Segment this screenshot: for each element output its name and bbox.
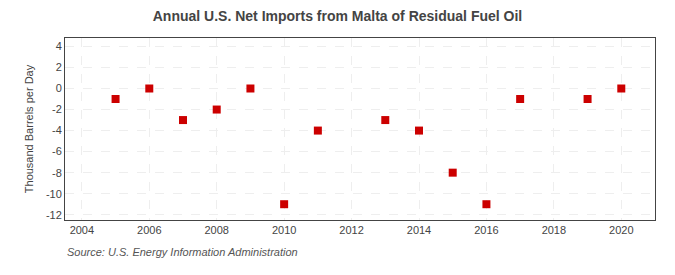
svg-text:2012: 2012	[339, 224, 363, 236]
svg-text:Thousand Barrels per Day: Thousand Barrels per Day	[23, 64, 35, 193]
svg-text:Annual U.S. Net Imports from M: Annual U.S. Net Imports from Malta of Re…	[153, 8, 522, 24]
svg-text:-2: -2	[52, 103, 62, 115]
svg-text:-8: -8	[52, 167, 62, 179]
svg-text:2004: 2004	[70, 224, 94, 236]
svg-text:2014: 2014	[407, 224, 431, 236]
svg-text:2020: 2020	[609, 224, 633, 236]
svg-text:Source: U.S. Energy Informatio: Source: U.S. Energy Information Administ…	[67, 246, 298, 258]
svg-text:0: 0	[56, 82, 62, 94]
svg-text:-6: -6	[52, 145, 62, 157]
svg-text:-10: -10	[46, 188, 62, 200]
svg-text:2010: 2010	[272, 224, 296, 236]
svg-text:2016: 2016	[474, 224, 498, 236]
svg-text:-12: -12	[46, 209, 62, 221]
svg-text:2006: 2006	[137, 224, 161, 236]
svg-text:2: 2	[56, 61, 62, 73]
svg-text:2018: 2018	[542, 224, 566, 236]
svg-text:2008: 2008	[204, 224, 228, 236]
svg-text:4: 4	[56, 40, 62, 52]
svg-text:-4: -4	[52, 124, 62, 136]
